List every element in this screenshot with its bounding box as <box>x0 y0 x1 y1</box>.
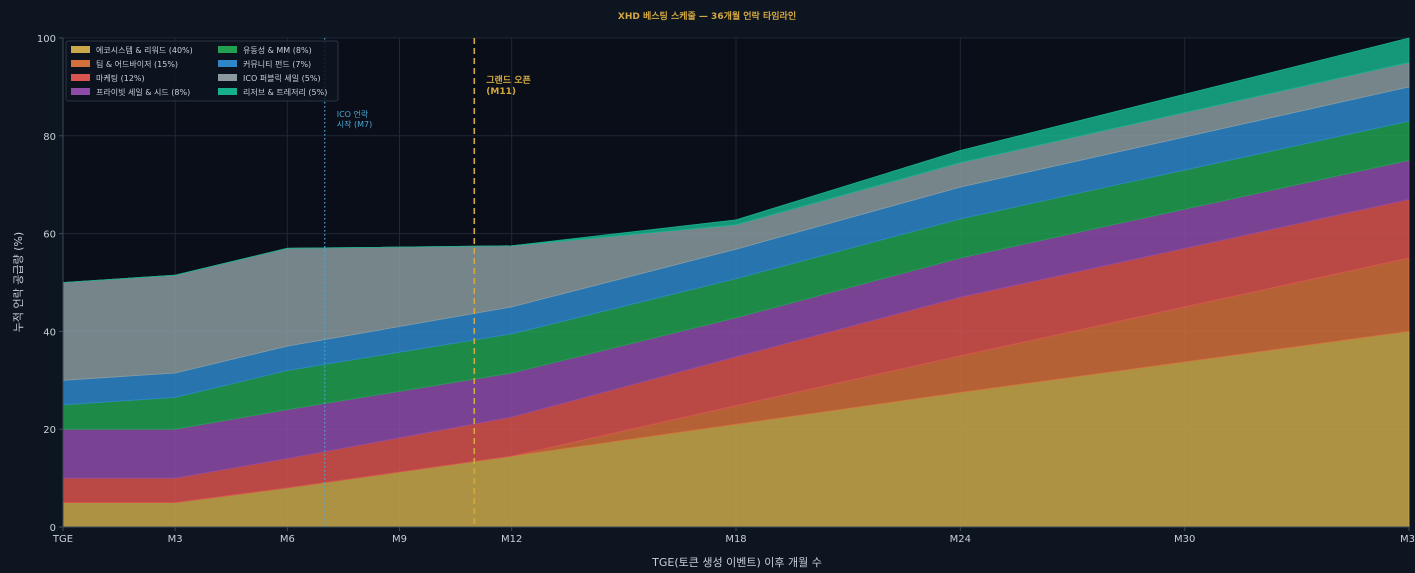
legend-entry-label: 프라이빗 세일 & 시드 (8%) <box>96 87 190 97</box>
legend-swatch <box>218 88 237 95</box>
annotation-label-1: (M11) <box>486 87 516 97</box>
y-tick-label: 60 <box>43 230 56 241</box>
x-tick-label: M3 <box>168 534 183 545</box>
x-tick-label: M24 <box>950 534 971 545</box>
legend-entry-label: 팀 & 어드바이저 (15%) <box>96 59 178 69</box>
legend-box <box>65 40 339 102</box>
legend-swatch <box>71 74 90 81</box>
legend-entry-label: ICO 퍼블릭 세일 (5%) <box>243 73 321 83</box>
x-tick-label: M18 <box>725 534 746 545</box>
annotation-label-1: 그랜드 오픈 <box>486 74 531 86</box>
legend-swatch <box>71 88 90 95</box>
y-tick-label: 40 <box>43 327 56 338</box>
x-axis-label: TGE(토큰 생성 이벤트) 이후 개월 수 <box>651 556 822 569</box>
y-axis-label: 누적 언락 공급량 (%) <box>12 232 25 332</box>
legend-swatch <box>218 74 237 81</box>
y-tick-label: 0 <box>50 523 56 534</box>
chart-title: XHD 베스팅 스케줄 — 36개월 언락 타임라인 <box>618 10 796 22</box>
x-tick-label: M3 <box>1400 534 1415 545</box>
legend-entry-label: 마케팅 (12%) <box>96 73 145 83</box>
legend-swatch <box>71 46 90 53</box>
x-tick-label: M12 <box>501 534 522 545</box>
y-tick-label: 80 <box>43 132 56 143</box>
y-tick-label: 100 <box>37 34 56 45</box>
y-tick-label: 20 <box>43 425 56 436</box>
legend-swatch <box>218 60 237 67</box>
annotation-label-0: 시작 (M7) <box>337 119 373 129</box>
legend-swatch <box>218 46 237 53</box>
legend-entry-label: 커뮤니티 펀드 (7%) <box>243 59 311 69</box>
legend-swatch <box>71 60 90 67</box>
x-tick-label: M9 <box>392 534 407 545</box>
annotation-label-0: ICO 언락 <box>337 109 369 119</box>
x-tick-label: TGE <box>52 534 73 545</box>
legend: 에코시스템 & 리워드 (40%) 팀 & 어드바이저 (15%) 마케팅 (12%… <box>65 40 339 102</box>
legend-entry-label: 리저브 & 트레저리 (5%) <box>243 88 327 97</box>
x-tick-label: M30 <box>1174 534 1195 545</box>
legend-entry-label: 유동성 & MM (8%) <box>243 46 312 55</box>
x-tick-label: M6 <box>280 534 295 545</box>
legend-entry-label: 에코시스템 & 리워드 (40%) <box>96 45 193 55</box>
area-series-7 <box>62 37 1410 283</box>
